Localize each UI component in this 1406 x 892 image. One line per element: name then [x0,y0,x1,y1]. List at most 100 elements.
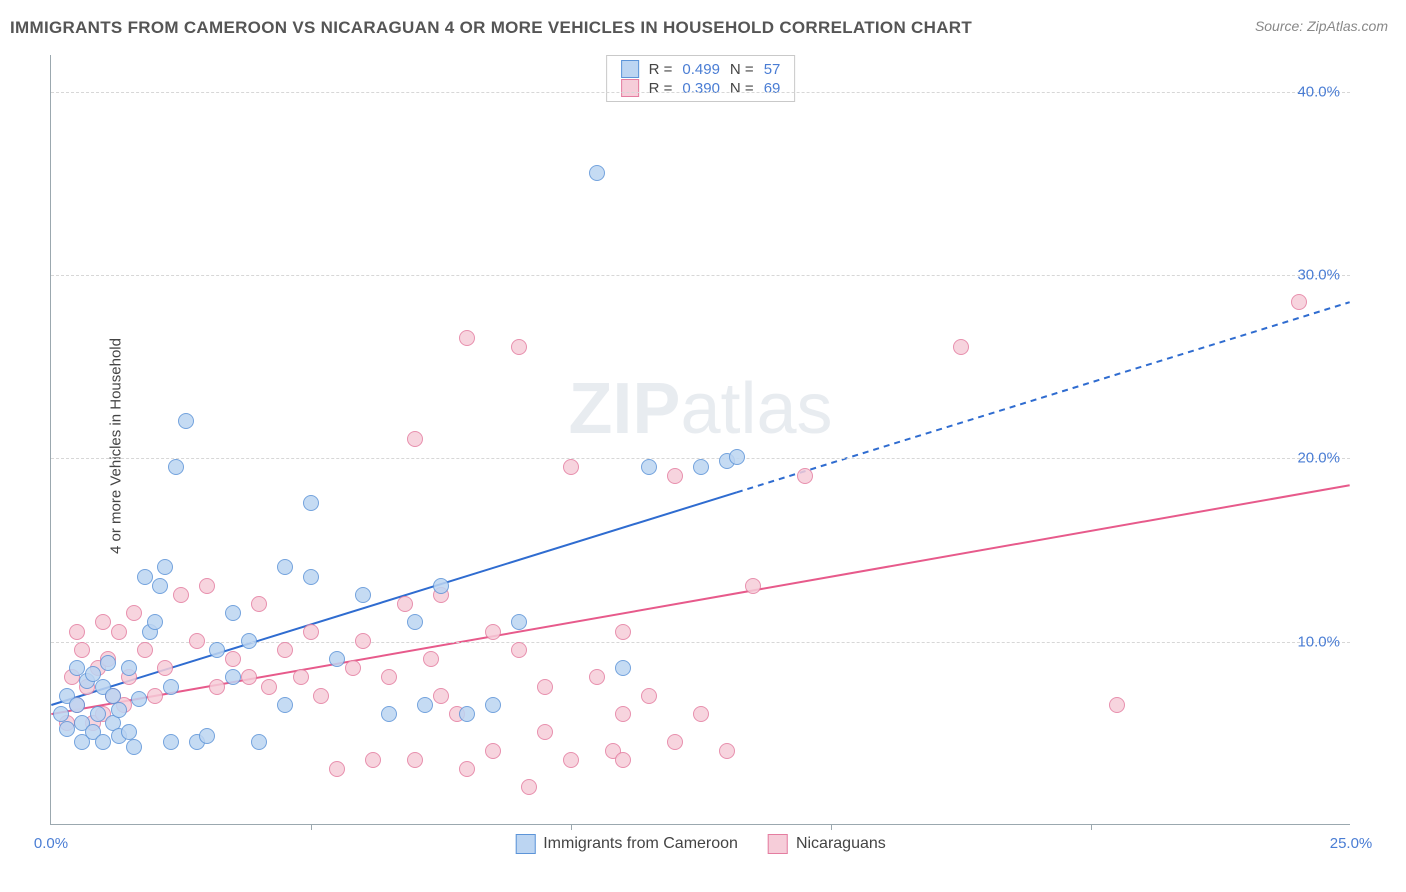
data-point [74,642,90,658]
legend-n-value-nicaraguan: 69 [764,80,781,97]
data-point [163,679,179,695]
data-point [189,633,205,649]
data-point [95,734,111,750]
data-point [241,633,257,649]
data-point [485,697,501,713]
data-point [225,669,241,685]
legend-swatch-icon [515,834,535,854]
data-point [563,459,579,475]
legend-n-label: N = [730,61,754,78]
data-point [345,660,361,676]
legend-r-label-2: R = [649,80,673,97]
data-point [615,660,631,676]
data-point [511,614,527,630]
data-point [277,697,293,713]
data-point [485,624,501,640]
data-point [667,734,683,750]
legend-r-value-nicaraguan: 0.390 [682,80,720,97]
data-point [95,614,111,630]
data-point [355,587,371,603]
data-point [178,413,194,429]
data-point [433,688,449,704]
data-point [641,459,657,475]
data-point [485,743,501,759]
watermark-bold: ZIP [568,369,680,449]
legend-swatch-nicaraguan [621,79,639,97]
watermark: ZIPatlas [568,368,832,450]
data-point [745,578,761,594]
data-point [111,702,127,718]
data-point [251,596,267,612]
data-point [459,761,475,777]
data-point [407,614,423,630]
data-point [693,459,709,475]
legend-swatch-cameroon [621,60,639,78]
data-point [953,339,969,355]
data-point [137,569,153,585]
data-point [615,624,631,640]
data-point [111,624,127,640]
legend-item-nicaraguan: Nicaraguans [768,834,886,854]
data-point [293,669,309,685]
y-tick-label: 10.0% [1297,633,1340,650]
data-point [199,578,215,594]
data-point [459,706,475,722]
data-point [381,706,397,722]
legend-swatch-icon [768,834,788,854]
series-legend: Immigrants from Cameroon Nicaraguans [515,834,886,854]
chart-title: IMMIGRANTS FROM CAMEROON VS NICARAGUAN 4… [10,18,972,38]
data-point [563,752,579,768]
data-point [303,495,319,511]
data-point [729,449,745,465]
data-point [225,605,241,621]
legend-r-value-cameroon: 0.499 [682,61,720,78]
data-point [303,624,319,640]
data-point [131,691,147,707]
data-point [147,614,163,630]
x-tick-label: 25.0% [1330,835,1373,852]
data-point [537,679,553,695]
data-point [69,697,85,713]
data-point [157,660,173,676]
data-point [417,697,433,713]
data-point [397,596,413,612]
data-point [667,468,683,484]
data-point [1109,697,1125,713]
data-point [1291,294,1307,310]
data-point [59,721,75,737]
data-point [147,688,163,704]
source-label: Source: ZipAtlas.com [1255,18,1388,34]
data-point [209,642,225,658]
data-point [152,578,168,594]
data-point [615,752,631,768]
data-point [225,651,241,667]
data-point [589,669,605,685]
data-point [641,688,657,704]
plot-area: ZIPatlas R = 0.499 N = 57 R = 0.390 N = … [50,55,1350,825]
data-point [277,642,293,658]
data-point [53,706,69,722]
y-tick-label: 40.0% [1297,83,1340,100]
data-point [537,724,553,740]
y-tick-label: 30.0% [1297,267,1340,284]
data-point [407,752,423,768]
data-point [100,655,116,671]
watermark-rest: atlas [680,369,832,449]
chart-container: IMMIGRANTS FROM CAMEROON VS NICARAGUAN 4… [0,0,1406,892]
data-point [381,669,397,685]
data-point [173,587,189,603]
data-point [261,679,277,695]
data-point [313,688,329,704]
data-point [407,431,423,447]
y-tick-label: 20.0% [1297,450,1340,467]
data-point [126,605,142,621]
x-tick-label: 0.0% [34,835,68,852]
data-point [355,633,371,649]
data-point [163,734,179,750]
legend-n-label-2: N = [730,80,754,97]
legend-n-value-cameroon: 57 [764,61,781,78]
data-point [121,724,137,740]
data-point [69,624,85,640]
data-point [511,642,527,658]
correlation-legend: R = 0.499 N = 57 R = 0.390 N = 69 [606,55,796,102]
